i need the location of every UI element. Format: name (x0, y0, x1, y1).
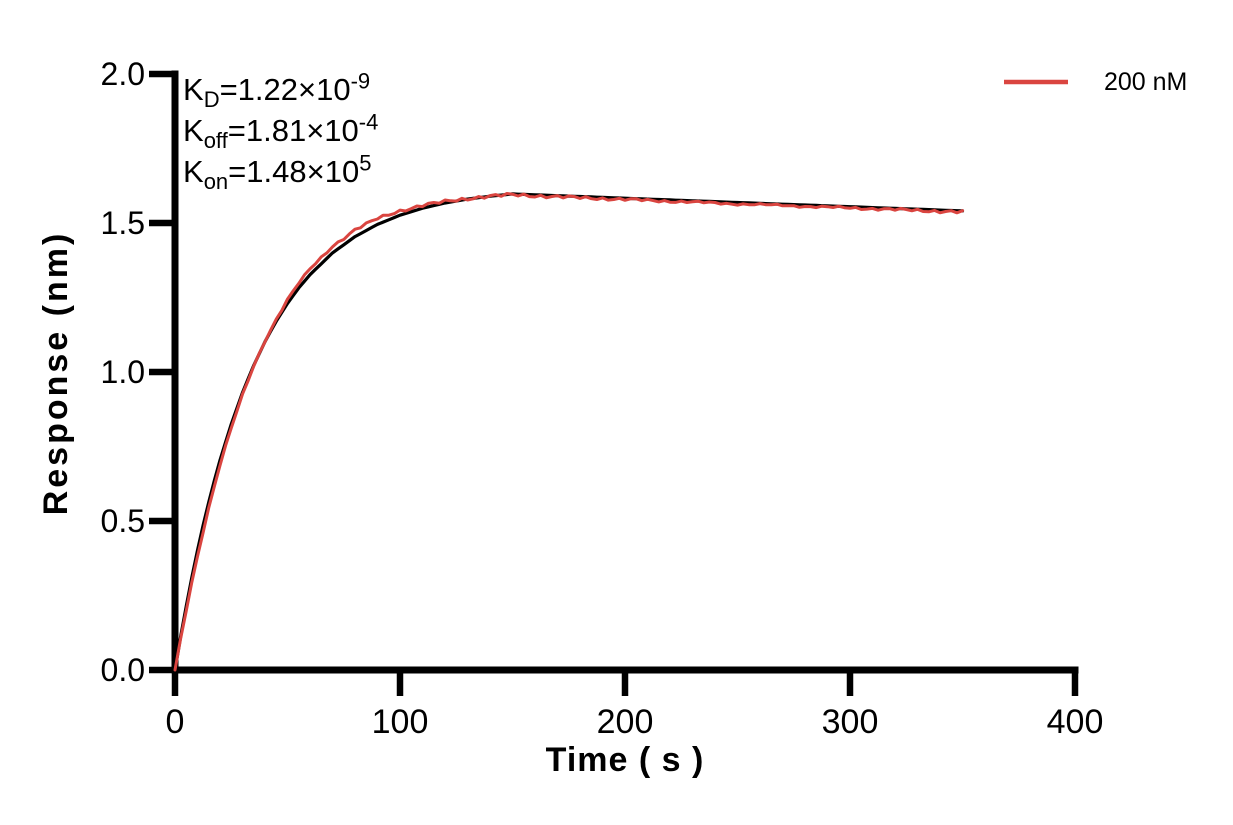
kinetics-annotation-line: Kon=1.48×105 (183, 150, 372, 195)
series-curve-fit (173, 192, 965, 672)
legend: 200 nM (1000, 66, 1187, 98)
kinetics-annotation-line: Koff=1.81×10-4 (183, 109, 379, 154)
legend-line-swatch (1004, 79, 1068, 85)
kinetics-annotation-line: KD=1.22×10-9 (183, 68, 371, 113)
x-axis-title: Time ( s ) (545, 741, 705, 779)
y-axis-title: Response (nm) (37, 230, 75, 516)
kinetics-annotation: KD=1.22×10-9 Koff=1.81×10-4 Kon=1.48×105 (183, 68, 379, 195)
series-curve-200-nm (173, 192, 964, 672)
legend-label: 200 nM (1104, 68, 1188, 96)
